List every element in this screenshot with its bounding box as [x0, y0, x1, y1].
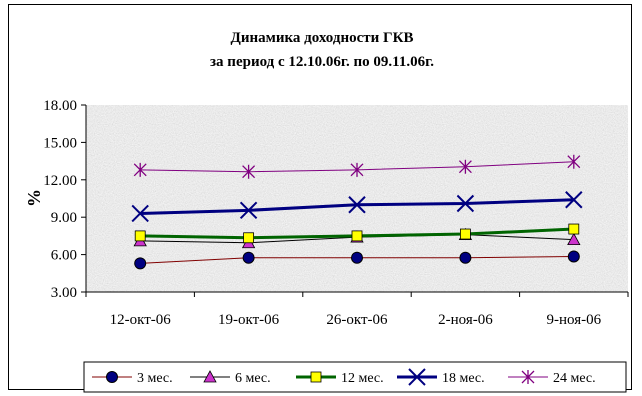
data-point	[567, 250, 580, 263]
data-point	[459, 251, 472, 264]
legend-label: 6 мес.	[235, 371, 271, 386]
legend-label: 3 мес.	[137, 371, 173, 386]
legend-item: 12 мес.	[296, 371, 384, 386]
plot-area	[86, 105, 628, 292]
legend-item: 18 мес.	[397, 368, 485, 386]
data-point	[131, 204, 149, 223]
data-point	[351, 251, 363, 264]
data-point	[243, 232, 255, 244]
data-point	[459, 228, 471, 240]
chart-subtitle: за период с 12.10.06г. по 09.11.06г.	[210, 54, 434, 70]
data-point	[565, 191, 583, 209]
data-point	[242, 164, 256, 179]
y-tick-label: 6.00	[51, 248, 77, 264]
x-tick-label: 9-ноя-06	[546, 312, 601, 328]
data-point	[350, 162, 364, 177]
data-point	[567, 232, 581, 246]
data-point	[242, 251, 255, 264]
legend-label: 24 мес.	[553, 371, 596, 386]
legend-swatch-marker	[408, 368, 426, 386]
data-point	[348, 196, 366, 214]
series-1	[134, 250, 580, 270]
x-tick-label: 2-ноя-06	[438, 312, 493, 328]
y-tick-label: 12.00	[43, 173, 77, 189]
y-tick-label: 3.00	[51, 285, 77, 301]
x-ticks: 12-окт-06 19-окт-06 26-окт-06 2-ноя-06 9-ноя…	[85, 292, 629, 328]
legend-item: 3 мес.	[92, 371, 173, 386]
data-point	[134, 257, 147, 270]
data-point	[567, 154, 581, 169]
series-4	[131, 191, 583, 223]
legend-item: 6 мес.	[190, 370, 271, 386]
chart-title: Динамика доходности ГКВ	[231, 30, 414, 46]
data-point	[133, 162, 147, 177]
series-5	[133, 154, 581, 179]
series-3	[134, 223, 580, 244]
y-ticks: 3.00 6.00 9.00 12.00 15.00 18.00	[43, 98, 86, 301]
x-tick-label: 26-окт-06	[326, 312, 388, 328]
legend-swatch-marker	[203, 370, 217, 383]
y-tick-label: 18.00	[43, 98, 77, 114]
y-axis-label: %	[24, 189, 44, 207]
legend-swatch-marker	[521, 370, 535, 384]
y-tick-label: 9.00	[51, 210, 77, 226]
legend-label: 12 мес.	[341, 371, 384, 386]
series-layer	[131, 154, 583, 270]
legend-swatch-marker	[310, 371, 322, 383]
legend: 3 мес. 6 мес. 12 мес. 18 мес. 24 мес.	[92, 368, 596, 386]
legend-swatch-marker	[106, 371, 118, 383]
data-point	[568, 223, 580, 235]
x-tick-label: 19-окт-06	[218, 312, 280, 328]
data-point	[458, 159, 472, 174]
legend-label: 18 мес.	[442, 371, 485, 386]
legend-item: 24 мес.	[508, 370, 596, 386]
data-point	[239, 201, 258, 220]
data-point	[456, 194, 475, 213]
x-tick-label: 12-окт-06	[110, 312, 172, 328]
data-point	[134, 230, 146, 242]
data-point	[351, 230, 363, 242]
y-tick-label: 15.00	[43, 135, 77, 151]
